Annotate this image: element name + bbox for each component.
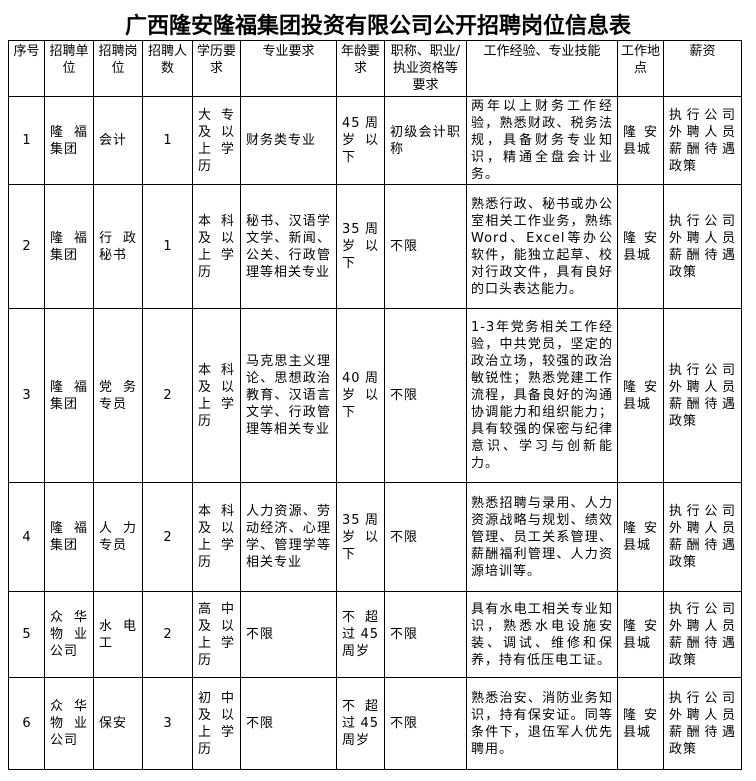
col-education-cell: 大专及以上学历	[192, 96, 241, 185]
col-qualification-header: 职称、职业/执业资格等要求	[384, 40, 467, 97]
col-age-cell: 45周岁以下	[336, 96, 385, 185]
col-location-cell: 隆安县城	[617, 308, 664, 483]
col-unit-cell: 隆福集团	[44, 482, 94, 592]
col-age-cell: 40周岁以下	[336, 308, 385, 483]
col-experience-cell: 熟悉治安、消防业务知识，持有保安证。同等条件下，退伍军人优先聘用。	[466, 677, 618, 770]
col-unit-cell: 众华物业公司	[44, 591, 94, 678]
col-location-cell: 隆安县城	[617, 96, 664, 185]
job-table: 序号 招聘单位 招聘岗位 招聘人数 学历要求 专业要求 年龄要求 职称、职业/执业资格等要求工…	[8, 40, 742, 770]
col-position-cell: 保安	[93, 677, 143, 770]
col-major-cell: 秘书、汉语学文学、新闻、公关、行政管理等相关专业	[240, 184, 337, 309]
col-qualification-cell: 不限	[384, 308, 467, 483]
col-count-cell: 1	[142, 96, 193, 185]
col-experience-cell: 两年以上财务工作经验，熟悉财政、税务法规，具备财务专业知识，精通全盘会计业务。	[466, 96, 618, 185]
col-location-cell: 隆安县城	[617, 184, 664, 309]
col-experience-cell: 熟悉行政、秘书或办公室相关工作业务，熟练Word、Excel等办公软件，能独立起…	[466, 184, 618, 309]
col-salary-cell: 执行公司外聘人员薪酬待遇政策	[663, 184, 742, 309]
col-index-cell: 1	[8, 96, 45, 185]
page-title: 广西隆安隆福集团投资有限公司公开招聘岗位信息表	[124, 14, 631, 39]
col-education-cell: 初中及以上学历	[192, 677, 241, 770]
col-index-cell: 3	[8, 308, 45, 483]
col-index-header: 序号	[8, 40, 45, 97]
col-salary-cell: 执行公司外聘人员薪酬待遇政策	[663, 591, 742, 678]
col-count-cell: 2	[142, 308, 193, 483]
col-age-cell: 35周岁以下	[336, 482, 385, 592]
col-major-cell: 马克思主义理论、思想政治教育、汉语言文学、行政管理等相关专业	[240, 308, 337, 483]
col-unit-cell: 隆福集团	[44, 184, 94, 309]
col-experience-cell: 熟悉招聘与录用、人力资源战略与规划、绩效管理、员工关系管理、薪酬福利管理、人力资…	[466, 482, 618, 592]
col-age-cell: 35周岁以下	[336, 184, 385, 309]
col-education-cell: 本科及以上学历	[192, 184, 241, 309]
col-count-cell: 2	[142, 591, 193, 678]
col-experience-cell: 具有水电工相关专业知识，熟悉水电设施安装、调试、维修和保养，持有低压电工证。	[466, 591, 618, 678]
col-position-cell: 会计	[93, 96, 143, 185]
table-row: 6 众华物业公司 保安 3 初中及以上学历 不限 不超过45周岁 不限 熟悉治安、消防业务知识，…	[8, 677, 742, 770]
col-location-header: 工作地点	[617, 40, 664, 97]
col-count-cell: 1	[142, 184, 193, 309]
col-salary-cell: 执行公司外聘人员薪酬待遇政策	[663, 482, 742, 592]
col-major-cell: 财务类专业	[240, 96, 337, 185]
col-count-cell: 3	[142, 677, 193, 770]
col-education-header: 学历要求	[192, 40, 241, 97]
col-position-cell: 人力专员	[93, 482, 143, 592]
col-unit-header: 招聘单位	[44, 40, 94, 97]
col-qualification-cell: 不限	[384, 591, 467, 678]
col-location-cell: 隆安县城	[617, 482, 664, 592]
col-major-cell: 不限	[240, 591, 337, 678]
col-index-cell: 5	[8, 591, 45, 678]
col-salary-cell: 执行公司外聘人员薪酬待遇政策	[663, 677, 742, 770]
col-age-cell: 不超过45周岁	[336, 591, 385, 678]
col-qualification-cell: 不限	[384, 482, 467, 592]
col-education-cell: 高中及以上学历	[192, 591, 241, 678]
col-age-header: 年龄要求	[336, 40, 385, 97]
header-row: 序号 招聘单位 招聘岗位 招聘人数 学历要求 专业要求 年龄要求 职称、职业/执业资格等要求工…	[8, 40, 742, 97]
table-row: 4 隆福集团 人力专员 2 本科及以上学历 人力资源、劳动经济、心理学、管理学等相关专业 3…	[8, 482, 742, 592]
table-row: 5 众华物业公司 水电工 2 高中及以上学历 不限 不超过45周岁 不限 具有水电工相关专业知识…	[8, 591, 742, 678]
col-education-cell: 本科及以上学历	[192, 482, 241, 592]
col-position-cell: 水电工	[93, 591, 143, 678]
col-index-cell: 4	[8, 482, 45, 592]
col-location-cell: 隆安县城	[617, 591, 664, 678]
col-qualification-cell: 不限	[384, 184, 467, 309]
col-index-cell: 6	[8, 677, 45, 770]
col-education-cell: 本科及以上学历	[192, 308, 241, 483]
col-major-cell: 人力资源、劳动经济、心理学、管理学等相关专业	[240, 482, 337, 592]
col-location-cell: 隆安县城	[617, 677, 664, 770]
col-position-header: 招聘岗位	[93, 40, 143, 97]
table-row: 1 隆福集团 会计 1 大专及以上学历 财务类专业 45周岁以下 初级会计职称 两年以上财务工作…	[8, 96, 742, 185]
col-experience-header: 工作经验、专业技能	[466, 40, 618, 97]
col-age-cell: 不超过45周岁	[336, 677, 385, 770]
col-unit-cell: 众华物业公司	[44, 677, 94, 770]
col-qualification-cell: 不限	[384, 677, 467, 770]
col-count-header: 招聘人数	[142, 40, 193, 97]
col-index-cell: 2	[8, 184, 45, 309]
col-major-cell: 不限	[240, 677, 337, 770]
col-position-cell: 行政秘书	[93, 184, 143, 309]
col-salary-header: 薪资	[663, 40, 742, 97]
col-salary-cell: 执行公司外聘人员薪酬待遇政策	[663, 96, 742, 185]
col-unit-cell: 隆福集团	[44, 308, 94, 483]
table-row: 2 隆福集团 行政秘书 1 本科及以上学历 秘书、汉语学文学、新闻、公关、行政管理等相关专…	[8, 184, 742, 309]
col-count-cell: 2	[142, 482, 193, 592]
col-salary-cell: 执行公司外聘人员薪酬待遇政策	[663, 308, 742, 483]
col-qualification-cell: 初级会计职称	[384, 96, 467, 185]
table-row: 3 隆福集团 党务专员 2 本科及以上学历 马克思主义理论、思想政治教育、汉语言文学、行政…	[8, 308, 742, 483]
col-major-header: 专业要求	[240, 40, 337, 97]
col-experience-cell: 1-3年党务相关工作经验，中共党员，坚定的政治立场，较强的政治敏锐性；熟悉党建工…	[466, 308, 618, 483]
col-position-cell: 党务专员	[93, 308, 143, 483]
col-unit-cell: 隆福集团	[44, 96, 94, 185]
